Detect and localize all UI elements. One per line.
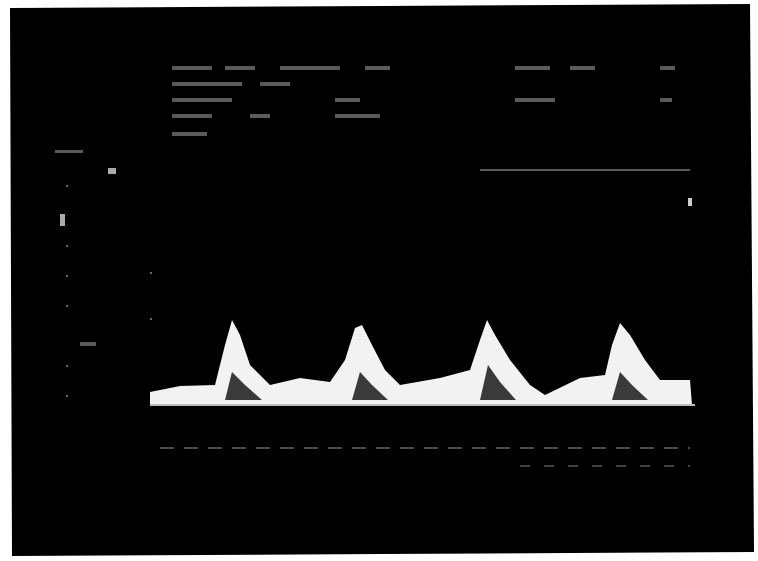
text-blob: [172, 82, 242, 86]
text-blob: [108, 168, 116, 174]
text-blob: [480, 169, 690, 171]
dot: [66, 275, 68, 277]
text-blob: [335, 114, 380, 118]
dot: [66, 245, 68, 247]
text-blob: [660, 98, 672, 102]
text-blob: [172, 98, 232, 102]
text-blob: [660, 66, 675, 70]
dot: [150, 318, 152, 320]
dot: [66, 395, 68, 397]
text-blob: [225, 66, 255, 70]
text-blob: [570, 66, 595, 70]
text-blob: [365, 66, 390, 70]
text-blob: [688, 198, 692, 206]
text-blob: [172, 132, 207, 136]
screen: [10, 4, 754, 556]
text-blob: [60, 214, 65, 226]
text-blob: [55, 150, 83, 153]
text-blob: [80, 342, 96, 346]
text-blob: [515, 98, 555, 102]
scale-dots: [66, 185, 152, 397]
text-blob: [172, 66, 212, 70]
text-blob: [260, 82, 290, 86]
dot: [66, 305, 68, 307]
text-blob: [515, 66, 550, 70]
text-blob: [250, 114, 270, 118]
dot: [66, 185, 68, 187]
header-marks: [55, 66, 692, 346]
dot: [66, 365, 68, 367]
doppler-waveform: [150, 320, 692, 405]
text-blob: [335, 98, 360, 102]
text-blob: [280, 66, 340, 70]
text-blob: [172, 114, 212, 118]
dot: [150, 272, 152, 274]
